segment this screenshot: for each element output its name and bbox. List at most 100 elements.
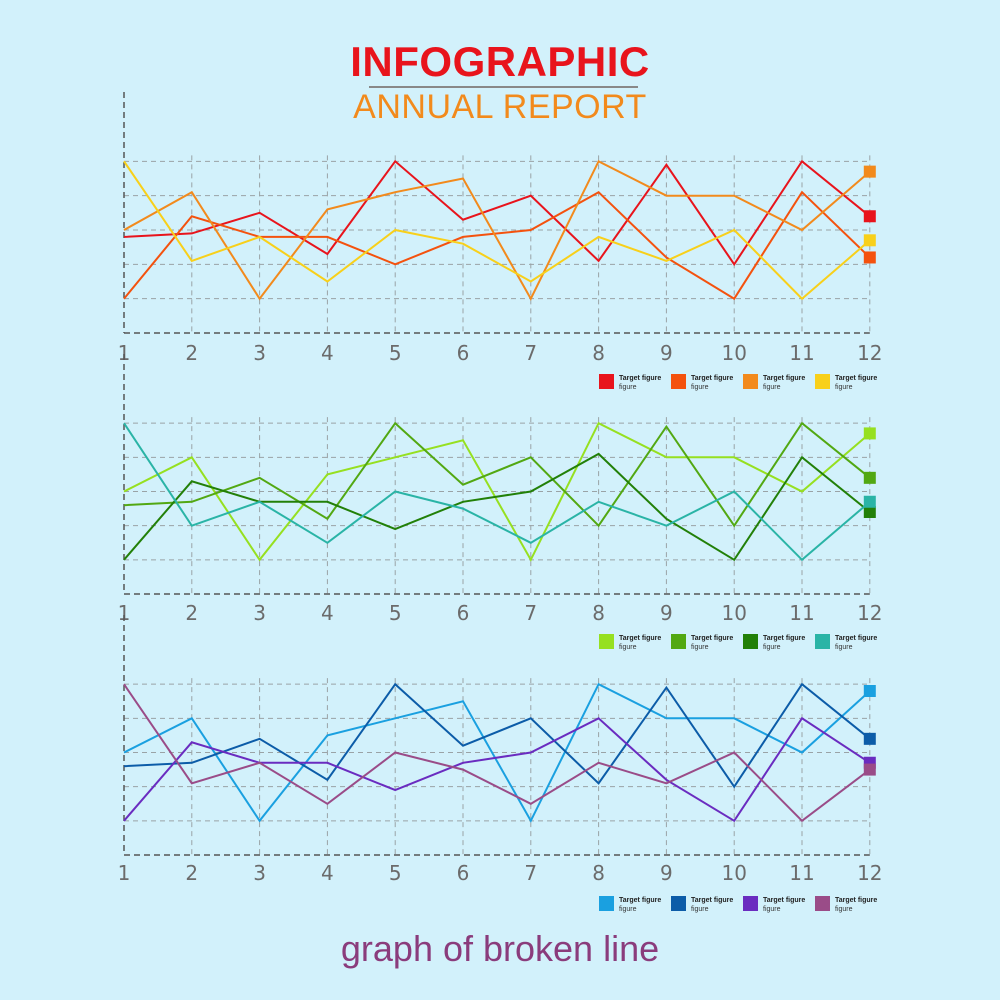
series-line-3 [123, 452, 871, 562]
legend-sublabel: figure [835, 906, 853, 913]
series-line-2 [123, 421, 871, 528]
x-tick-label: 2 [185, 601, 198, 625]
legend-sublabel: figure [619, 906, 637, 913]
x-tick-label: 6 [457, 861, 470, 885]
series-line-1 [123, 159, 871, 267]
x-tick-label: 8 [592, 861, 605, 885]
legend-sublabel: figure [763, 906, 781, 913]
series-end-marker-1 [863, 210, 876, 223]
x-tick-label: 4 [321, 601, 334, 625]
series-line-1 [123, 421, 871, 562]
x-tick-label: 1 [118, 341, 131, 365]
x-tick-label: 10 [721, 601, 746, 625]
series-end-marker-2 [863, 471, 876, 484]
x-tick-label: 6 [457, 601, 470, 625]
series-line-2 [123, 190, 871, 301]
legend-swatch [599, 634, 614, 649]
legend-swatch [743, 634, 758, 649]
legend-swatch [743, 896, 758, 911]
page-subtitle: ANNUAL REPORT [353, 88, 647, 126]
legend-swatch [743, 374, 758, 389]
legend-label: Target figure [691, 635, 733, 642]
legend-swatch [815, 896, 830, 911]
x-tick-label: 12 [857, 861, 882, 885]
legend-label: Target figure [691, 897, 733, 904]
legend-label: Target figure [835, 375, 877, 382]
x-tick-label: 5 [389, 861, 402, 885]
series-end-marker-3 [863, 165, 876, 178]
series-line-1 [123, 682, 871, 823]
legend-swatch [599, 896, 614, 911]
legend-sublabel: figure [691, 384, 709, 391]
title-divider [369, 86, 638, 88]
series-line-4 [123, 160, 871, 301]
legend-label: Target figure [763, 375, 805, 382]
x-tick-label: 1 [118, 601, 131, 625]
x-tick-label: 3 [253, 601, 266, 625]
legend-label: Target figure [619, 375, 661, 382]
legend-sublabel: figure [835, 384, 853, 391]
x-tick-label: 7 [524, 341, 537, 365]
page-title: INFOGRAPHIC [350, 38, 650, 85]
legend-label: Target figure [691, 375, 733, 382]
x-tick-label: 2 [185, 341, 198, 365]
legend-label: Target figure [835, 897, 877, 904]
legend-sublabel: figure [691, 644, 709, 651]
legend-sublabel: figure [619, 384, 637, 391]
page-footer: graph of broken line [340, 928, 660, 969]
x-tick-label: 10 [721, 341, 746, 365]
legend-sublabel: figure [763, 384, 781, 391]
x-tick-label: 5 [389, 601, 402, 625]
legend-label: Target figure [619, 897, 661, 904]
x-tick-label: 7 [524, 601, 537, 625]
series-end-marker-1 [863, 685, 876, 697]
legend-sublabel: figure [835, 644, 853, 651]
x-tick-label: 1 [118, 861, 131, 885]
x-tick-label: 8 [592, 601, 605, 625]
x-tick-label: 11 [789, 861, 814, 885]
legend-swatch [815, 634, 830, 649]
series-line-4 [123, 683, 871, 823]
x-tick-label: 6 [457, 341, 470, 365]
legend-swatch [671, 374, 686, 389]
legend-sublabel: figure [763, 644, 781, 651]
x-tick-label: 3 [253, 861, 266, 885]
series-line-3 [123, 716, 871, 823]
series-end-marker-4 [863, 234, 876, 247]
series-end-marker-1 [863, 427, 876, 440]
x-tick-label: 7 [524, 861, 537, 885]
x-tick-label: 2 [185, 861, 198, 885]
x-tick-label: 4 [321, 341, 334, 365]
series-end-marker-2 [863, 251, 876, 264]
x-tick-label: 11 [789, 341, 814, 365]
x-tick-label: 11 [789, 601, 814, 625]
series-line-3 [123, 159, 871, 301]
legend-sublabel: figure [619, 644, 637, 651]
x-tick-label: 3 [253, 341, 266, 365]
x-tick-label: 12 [857, 341, 882, 365]
x-tick-label: 9 [660, 601, 673, 625]
legend-label: Target figure [763, 897, 805, 904]
legend-label: Target figure [619, 635, 661, 642]
series-line-2 [123, 682, 871, 789]
legend-swatch [599, 374, 614, 389]
series-end-marker-3 [863, 506, 876, 518]
x-tick-label: 9 [660, 341, 673, 365]
x-tick-label: 5 [389, 341, 402, 365]
series-end-marker-2 [863, 732, 876, 745]
series-end-marker-4 [863, 495, 876, 508]
legend-label: Target figure [835, 635, 877, 642]
legend-sublabel: figure [691, 906, 709, 913]
x-tick-label: 8 [592, 341, 605, 365]
x-tick-label: 10 [721, 861, 746, 885]
legend-swatch [671, 634, 686, 649]
x-tick-label: 9 [660, 861, 673, 885]
legend-swatch [815, 374, 830, 389]
series-line-4 [123, 422, 871, 562]
x-tick-label: 4 [321, 861, 334, 885]
legend-swatch [671, 896, 686, 911]
